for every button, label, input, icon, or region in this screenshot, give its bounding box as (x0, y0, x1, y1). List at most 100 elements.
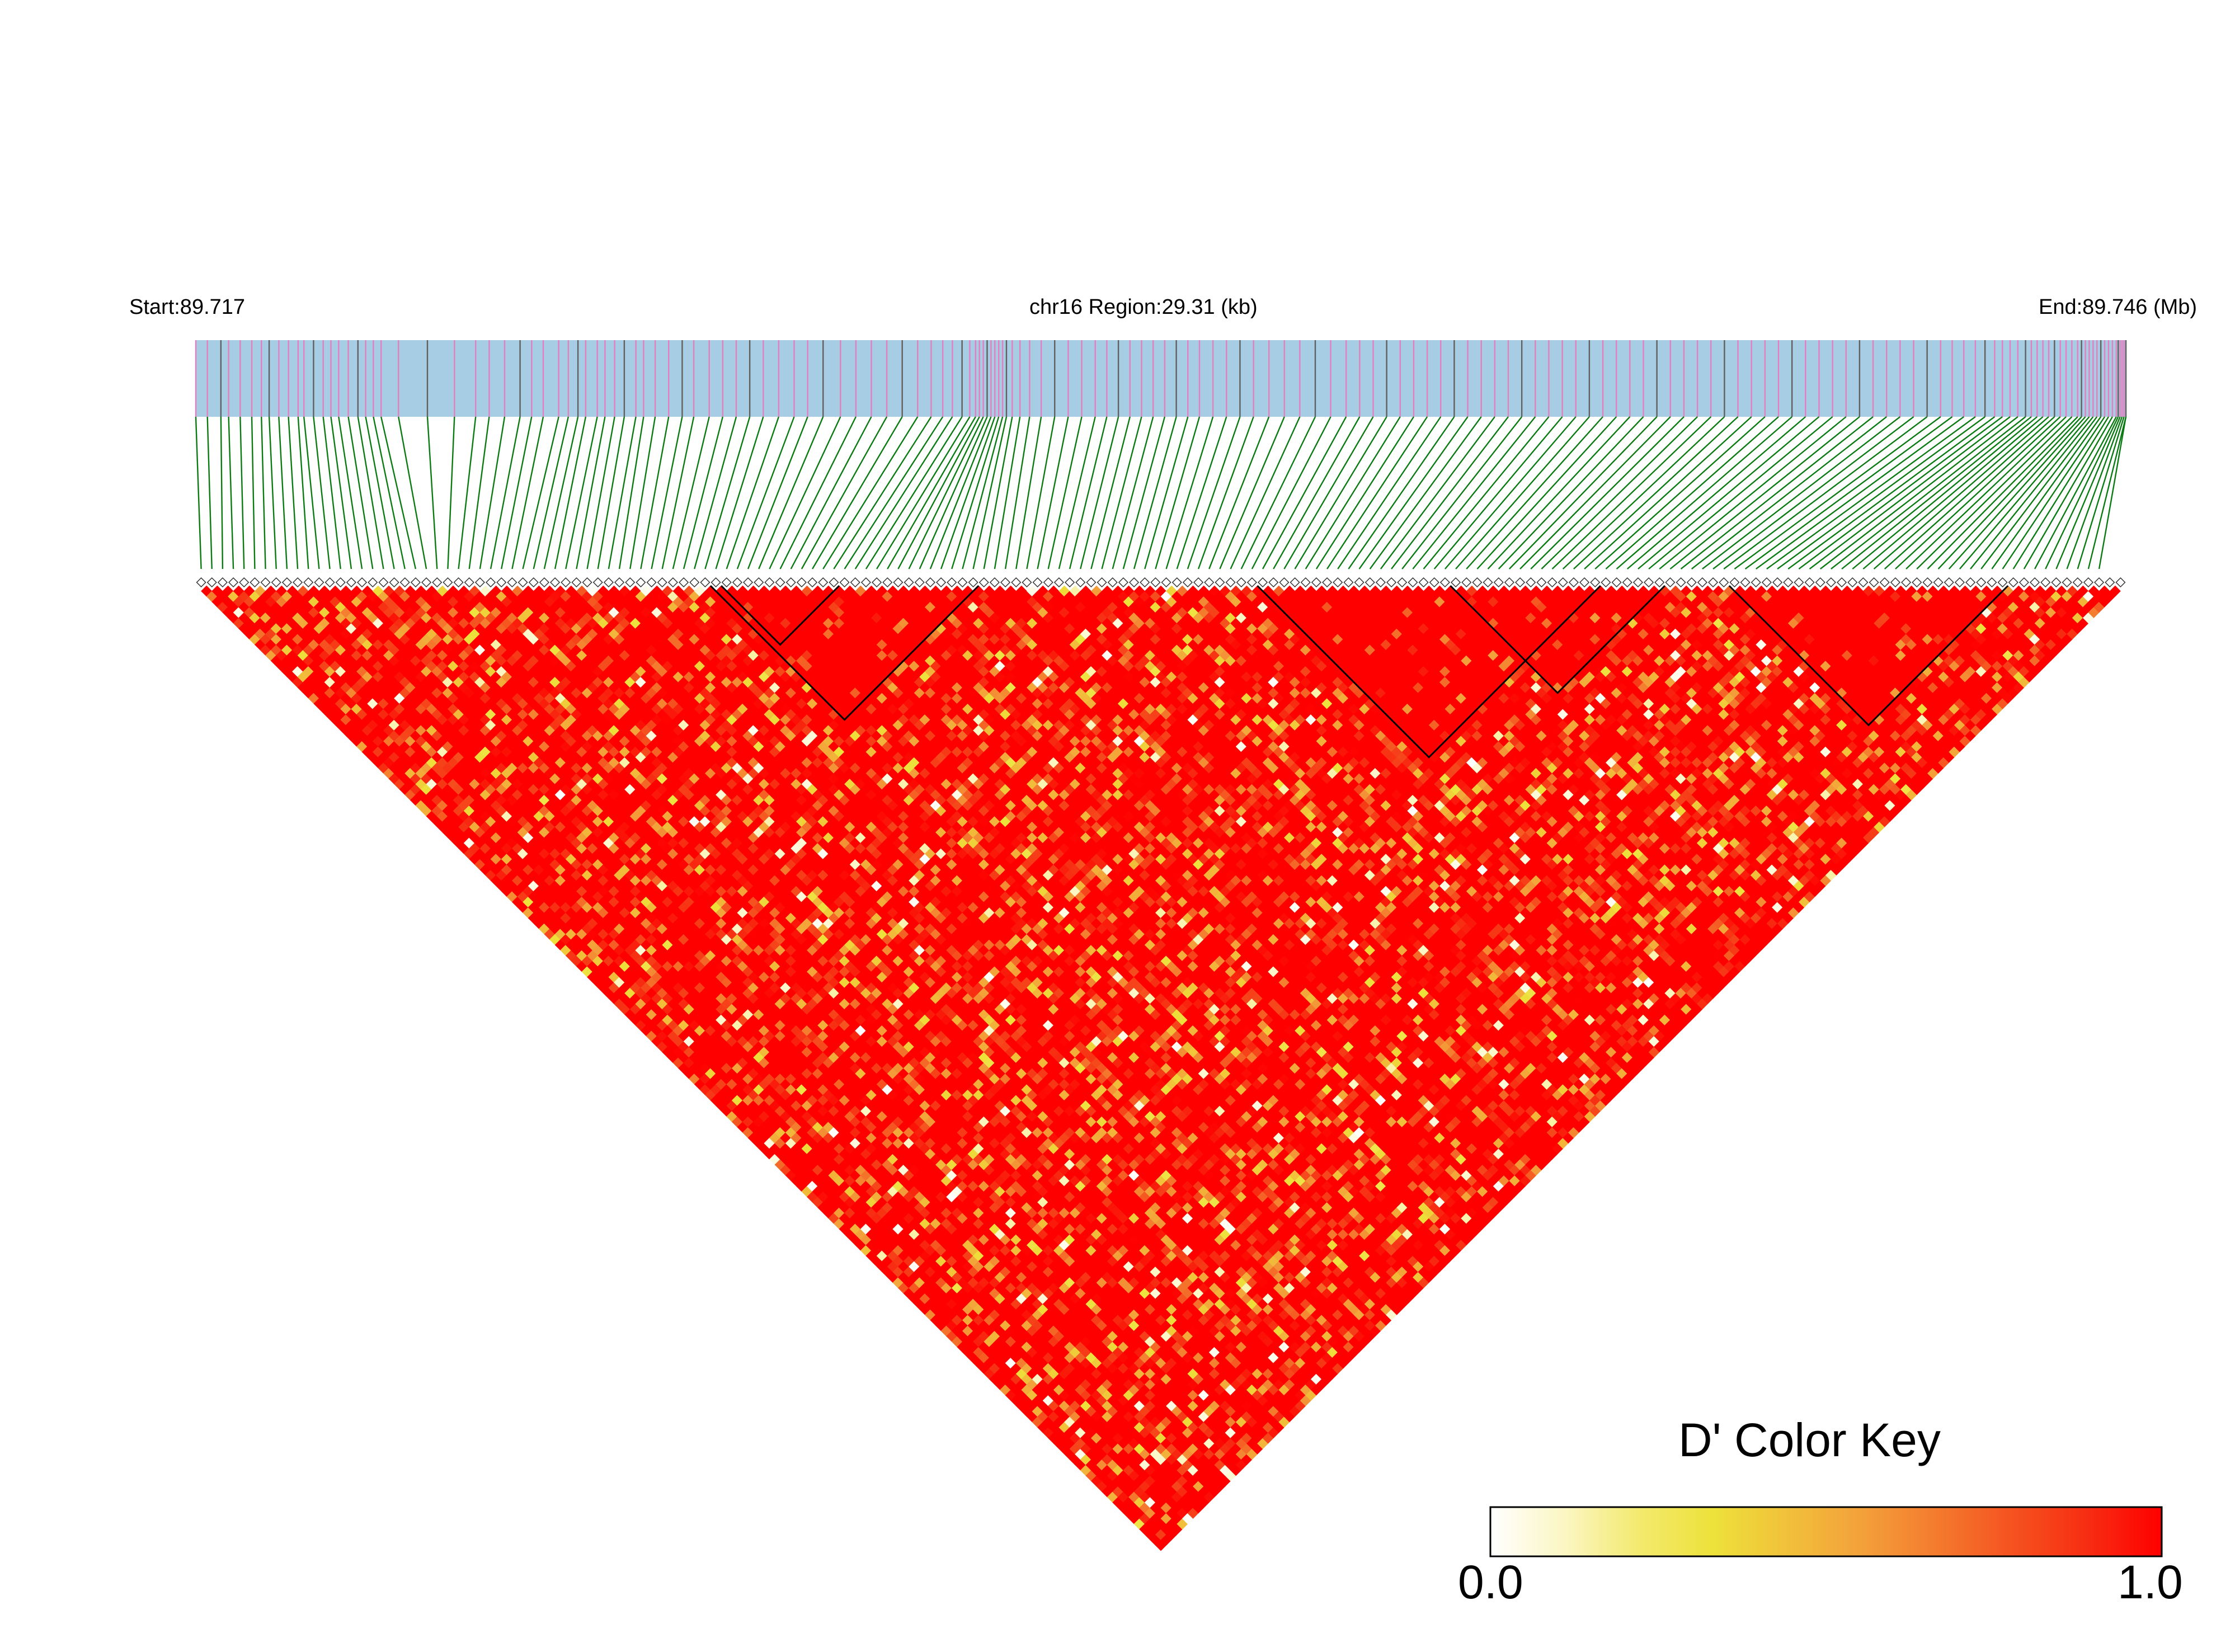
snp-connector (704, 416, 751, 570)
snp-connector (1884, 416, 2055, 570)
snp-connector (1948, 416, 2086, 570)
snp-connector (1702, 416, 1901, 570)
snp-connector (1273, 416, 1361, 570)
snp-connector (1476, 416, 1617, 570)
snp-connector (220, 416, 224, 570)
snp-connector (458, 416, 477, 570)
snp-connector (801, 416, 888, 570)
snp-connector (1509, 416, 1658, 570)
snp-connector (297, 416, 309, 570)
snp-connector-group (195, 416, 2127, 570)
snp-connector (854, 416, 953, 570)
snp-connector (1122, 416, 1166, 570)
snp-connector (1219, 416, 1285, 570)
snp-connector (1433, 416, 1563, 570)
snp-connector (586, 416, 615, 570)
snp-connector (790, 416, 872, 570)
snp-connector (1015, 416, 1042, 570)
snp-connector (338, 416, 363, 570)
snp-connector (1101, 416, 1142, 570)
snp-connector (629, 416, 656, 570)
snp-connector (1144, 416, 1189, 570)
snp-connector (1744, 416, 1953, 570)
snp-connector (2023, 416, 2113, 570)
snp-connector (1584, 416, 1752, 570)
snp-connector (1638, 416, 1820, 570)
snp-connector (597, 416, 625, 570)
snp-connector (1787, 416, 1996, 570)
snp-connector (1047, 416, 1083, 570)
snp-connector (1080, 416, 1119, 570)
snp-connector (1916, 416, 2073, 570)
snp-connector (2098, 416, 2127, 570)
snp-connector (576, 416, 606, 570)
snp-connector (1852, 416, 2038, 570)
region-size-label: chr16 Region:29.31 (kb) (1029, 295, 1258, 319)
snp-connector (1337, 416, 1442, 570)
snp-connector (758, 416, 824, 570)
snp-connector (1487, 416, 1631, 570)
snp-connector (694, 416, 737, 570)
snp-connector (228, 416, 234, 570)
snp-connector (357, 416, 384, 570)
snp-connector (887, 416, 976, 570)
snp-connector (1669, 416, 1860, 570)
snp-connector (1626, 416, 1806, 570)
region-start-label: Start:89.717 (129, 295, 246, 319)
snp-connector (618, 416, 644, 570)
snp-connector (1004, 416, 1031, 570)
snp-connector (1895, 416, 2061, 570)
snp-connector (468, 416, 490, 570)
snp-connector (1315, 416, 1414, 570)
snp-connector (1391, 416, 1509, 570)
snp-connector (1401, 416, 1523, 570)
snp-connector (2012, 416, 2109, 570)
snp-connector (1423, 416, 1550, 570)
snp-connector (1530, 416, 1685, 570)
snp-connector (398, 416, 427, 570)
snp-connector (640, 416, 670, 570)
snp-connector (1519, 416, 1671, 570)
snp-connector (876, 416, 971, 570)
snp-connector (1348, 416, 1455, 570)
snp-connector (365, 416, 395, 570)
snp-connector (1734, 416, 1941, 570)
snp-connector (313, 416, 331, 570)
snp-connector (1305, 416, 1401, 570)
snp-connector (929, 416, 992, 570)
snp-connector (1326, 416, 1428, 570)
snp-connector (522, 416, 559, 570)
snp-connector (1208, 416, 1270, 570)
snp-connector (479, 416, 506, 570)
snp-connector (1262, 416, 1347, 570)
snp-connector (940, 416, 996, 570)
snp-connector (865, 416, 963, 570)
snp-connector (1230, 416, 1301, 570)
snp-connector (1712, 416, 1914, 570)
snp-connector (844, 416, 944, 570)
snp-connector (303, 416, 320, 570)
snp-connector (2055, 416, 2121, 570)
snp-connector (1970, 416, 2094, 570)
snp-connector (565, 416, 598, 570)
snp-connector (1026, 416, 1056, 570)
snp-connector (268, 416, 277, 570)
snp-connector (347, 416, 374, 570)
snp-connector (994, 416, 1021, 570)
snp-connector (1991, 416, 2102, 570)
snp-connector (919, 416, 988, 570)
snp-connector (533, 416, 570, 570)
snp-connector (490, 416, 521, 570)
snp-connector (511, 416, 544, 570)
snp-connector (1380, 416, 1495, 570)
snp-connector (608, 416, 637, 570)
snp-tick-group (195, 340, 2127, 417)
snp-connector (206, 416, 213, 570)
snp-connector (1659, 416, 1847, 570)
snp-connector (288, 416, 299, 570)
snp-connector (1498, 416, 1644, 570)
snp-connector (1369, 416, 1482, 570)
region-end-label: End:89.746 (Mb) (2039, 295, 2198, 319)
